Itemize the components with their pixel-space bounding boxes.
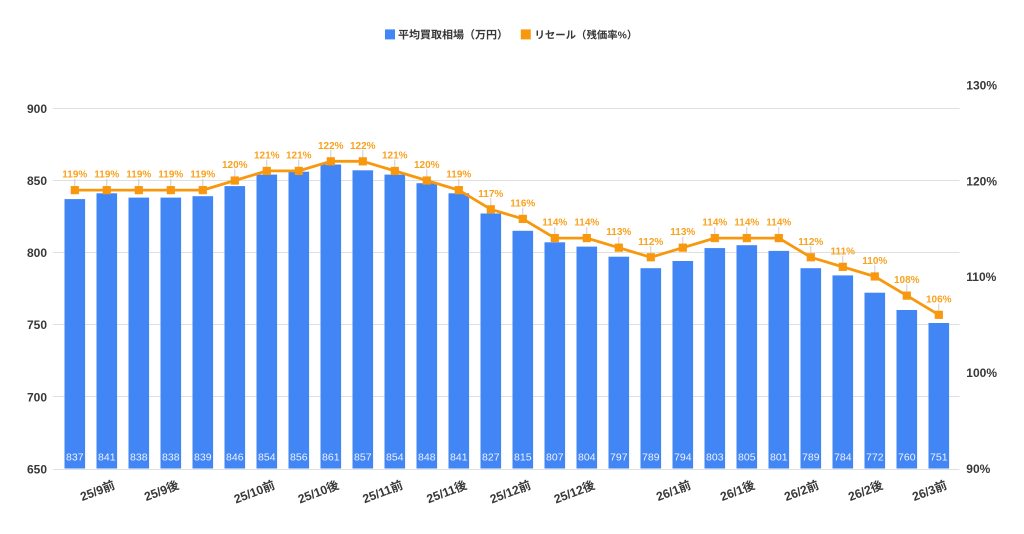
svg-text:804: 804 <box>578 452 596 464</box>
svg-text:803: 803 <box>706 452 724 464</box>
svg-text:650: 650 <box>27 462 47 476</box>
svg-text:841: 841 <box>450 452 468 464</box>
svg-text:113%: 113% <box>670 227 695 238</box>
svg-text:807: 807 <box>546 452 564 464</box>
svg-text:110%: 110% <box>862 256 887 267</box>
svg-text:122%: 122% <box>350 141 376 152</box>
svg-text:120%: 120% <box>414 160 440 171</box>
svg-text:700: 700 <box>27 390 47 404</box>
svg-text:861: 861 <box>322 452 340 464</box>
svg-text:784: 784 <box>834 452 852 464</box>
svg-text:848: 848 <box>418 452 436 464</box>
svg-text:838: 838 <box>162 452 180 464</box>
svg-text:113%: 113% <box>606 227 631 238</box>
svg-text:119%: 119% <box>94 170 119 181</box>
svg-text:120%: 120% <box>966 174 997 188</box>
svg-text:平均買取相場（万円）: 平均買取相場（万円） <box>398 28 508 41</box>
svg-text:112%: 112% <box>798 237 823 248</box>
svg-text:760: 760 <box>898 452 916 464</box>
svg-text:789: 789 <box>642 452 660 464</box>
svg-text:838: 838 <box>130 452 148 464</box>
svg-text:122%: 122% <box>318 141 344 152</box>
svg-text:854: 854 <box>386 452 404 464</box>
svg-text:106%: 106% <box>926 294 952 305</box>
svg-text:90%: 90% <box>966 462 990 476</box>
svg-text:854: 854 <box>258 452 276 464</box>
svg-text:114%: 114% <box>702 218 727 229</box>
svg-text:801: 801 <box>770 452 788 464</box>
svg-text:837: 837 <box>66 452 84 464</box>
svg-text:119%: 119% <box>446 170 471 181</box>
svg-text:114%: 114% <box>734 218 759 229</box>
svg-text:119%: 119% <box>190 170 215 181</box>
svg-text:116%: 116% <box>510 198 535 209</box>
svg-text:805: 805 <box>738 452 756 464</box>
svg-text:114%: 114% <box>766 218 791 229</box>
svg-text:114%: 114% <box>574 218 599 229</box>
svg-text:119%: 119% <box>158 170 183 181</box>
svg-text:130%: 130% <box>966 78 997 92</box>
svg-text:117%: 117% <box>478 189 503 200</box>
svg-text:リセール（残価率%）: リセール（残価率%） <box>535 29 638 41</box>
svg-text:119%: 119% <box>126 170 151 181</box>
svg-text:827: 827 <box>482 452 500 464</box>
svg-text:112%: 112% <box>638 237 663 248</box>
svg-text:121%: 121% <box>286 150 312 161</box>
svg-text:815: 815 <box>514 452 532 464</box>
svg-text:794: 794 <box>674 452 692 464</box>
svg-text:800: 800 <box>27 246 47 260</box>
svg-text:900: 900 <box>27 102 47 116</box>
svg-text:108%: 108% <box>894 275 920 286</box>
svg-text:850: 850 <box>27 174 47 188</box>
svg-text:119%: 119% <box>62 170 87 181</box>
svg-text:846: 846 <box>226 452 244 464</box>
svg-text:120%: 120% <box>222 160 248 171</box>
svg-text:857: 857 <box>354 452 372 464</box>
svg-text:841: 841 <box>98 452 116 464</box>
svg-text:114%: 114% <box>542 218 567 229</box>
svg-text:797: 797 <box>610 452 628 464</box>
svg-text:110%: 110% <box>966 270 996 284</box>
svg-text:839: 839 <box>194 452 212 464</box>
svg-text:100%: 100% <box>966 366 997 380</box>
svg-text:789: 789 <box>802 452 820 464</box>
svg-text:121%: 121% <box>382 150 408 161</box>
svg-text:751: 751 <box>930 452 948 464</box>
svg-text:772: 772 <box>866 452 884 464</box>
svg-text:111%: 111% <box>831 246 856 257</box>
svg-text:750: 750 <box>27 318 47 332</box>
svg-text:121%: 121% <box>254 150 280 161</box>
svg-text:856: 856 <box>290 452 308 464</box>
